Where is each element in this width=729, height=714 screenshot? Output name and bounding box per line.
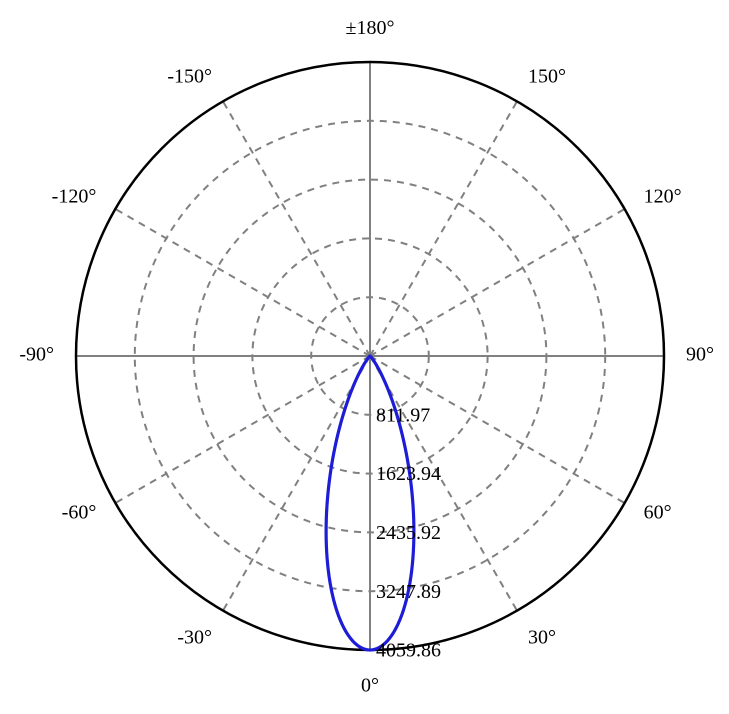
grid-spoke (115, 356, 370, 503)
angle-label: 90° (686, 344, 714, 366)
grid-spoke (115, 209, 370, 356)
radial-tick-label: 811.97 (376, 404, 430, 426)
angle-label: -30° (177, 626, 212, 648)
grid-spoke (370, 209, 625, 356)
angle-label: 0° (361, 675, 379, 697)
grid-spoke (223, 356, 370, 611)
angle-label: 150° (528, 65, 566, 87)
angle-label: -150° (167, 65, 212, 87)
angle-label: 60° (644, 502, 672, 524)
angle-label: -90° (19, 344, 54, 366)
radial-tick-label: 4059.86 (376, 640, 441, 662)
radial-tick-label: 2435.92 (376, 522, 441, 544)
grid-spoke (370, 101, 517, 356)
polar-svg: 811.97 1623.94 2435.92 3247.89 4059.86 0° 30° 6… (0, 0, 729, 714)
radial-tick-label: 1623.94 (376, 463, 441, 485)
polar-chart: 811.97 1623.94 2435.92 3247.89 4059.86 0° 30° 6… (0, 0, 729, 714)
angle-label: 30° (528, 626, 556, 648)
angle-label: -120° (52, 186, 97, 208)
grid-spoke (223, 101, 370, 356)
angle-label: -60° (62, 502, 97, 524)
angle-label: ±180° (346, 17, 395, 39)
angle-label: 120° (644, 186, 682, 208)
radial-tick-label: 3247.89 (376, 581, 441, 603)
